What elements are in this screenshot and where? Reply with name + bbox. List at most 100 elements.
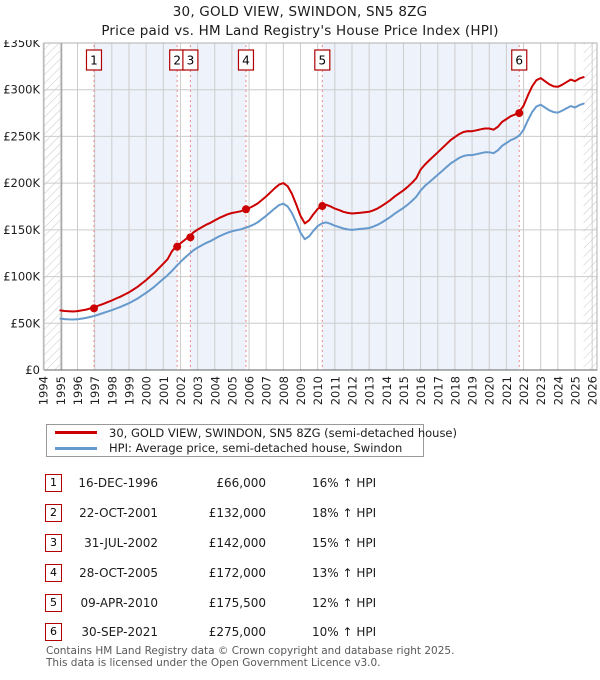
x-axis-year-label: 2016 [414, 376, 428, 405]
y-axis-tick-label: £350K [3, 40, 40, 50]
table-row: 2 22-OCT-2001 £132,000 18% ↑ HPI [0, 499, 600, 529]
sale-number-badge: 1 [45, 474, 62, 492]
y-axis-tick-label: £250K [3, 129, 40, 143]
sale-price: £132,000 [208, 505, 266, 520]
x-axis-year-label: 2017 [431, 376, 445, 405]
legend: 30, GOLD VIEW, SWINDON, SN5 8ZG (semi-de… [46, 424, 457, 457]
x-axis-year-label: 2005 [225, 376, 239, 405]
y-axis-tick-label: £150K [3, 223, 40, 237]
sale-price: £275,000 [208, 625, 266, 640]
sale-date: 09-APR-2010 [80, 595, 158, 610]
x-axis-year-label: 2023 [534, 376, 548, 405]
x-axis-year-label: 2020 [483, 376, 497, 405]
legend-line-swatch [55, 446, 97, 450]
sale-number-badge: 6 [45, 623, 62, 642]
x-axis-year-label: 1996 [71, 376, 85, 405]
sale-number-label: 4 [242, 54, 250, 68]
sale-number-box [511, 49, 528, 71]
sale-date: 16-DEC-1996 [78, 476, 158, 490]
sale-marker [515, 109, 524, 118]
x-axis-year-label: 2015 [397, 376, 411, 405]
price-chart: 1 2 3 4 5 6£0£50K£100K£150K£200K£250K£300K£35… [3, 40, 600, 405]
sale-hpi-change: 13% ↑ HPI [312, 565, 377, 580]
ownership-tint-band [93, 43, 178, 370]
x-axis-year-label: 1995 [54, 376, 68, 405]
y-axis-tick-label: £50K [11, 316, 41, 330]
legend-line-swatch [55, 431, 97, 435]
sale-marker [89, 304, 98, 313]
sale-marker [318, 202, 327, 211]
page-title: 30, GOLD VIEW, SWINDON, SN5 8ZG [172, 4, 428, 20]
x-axis-year-label: 1999 [122, 376, 136, 405]
x-axis-year-label: 2011 [328, 376, 342, 405]
x-axis-year-label: 2025 [569, 376, 583, 405]
sale-number-box [237, 49, 255, 71]
x-axis-year-label: 2000 [140, 376, 154, 405]
sale-marker [241, 205, 250, 214]
sale-number-badge: 5 [45, 593, 62, 612]
x-axis-year-label: 1998 [105, 376, 119, 405]
sale-price: £142,000 [208, 535, 266, 550]
sale-number-label: 6 [515, 54, 523, 68]
x-axis-year-label: 2009 [294, 376, 308, 405]
sale-number-label: 3 [187, 54, 195, 68]
table-row: 4 28-OCT-2005 £172,000 13% ↑ HPI [0, 559, 600, 589]
legend-item: HPI: Average price, semi-detached house,… [47, 441, 423, 456]
y-axis-tick-label: £300K [3, 83, 40, 97]
x-axis-year-label: 2008 [277, 376, 291, 405]
sale-hpi-change: 12% ↑ HPI [312, 595, 377, 610]
x-axis-year-label: 2022 [517, 376, 531, 405]
x-axis-year-label: 2024 [551, 376, 565, 405]
sale-number-label: 5 [318, 54, 326, 68]
sale-price: £172,000 [208, 565, 266, 580]
x-axis-year-label: 2007 [260, 376, 274, 405]
footer-line-2: This data is licensed under the Open Gov… [46, 656, 381, 669]
x-axis-year-label: 2019 [466, 376, 480, 405]
sale-number-box [314, 49, 331, 71]
table-row: 6 30-SEP-2021 £275,000 10% ↑ HPI [0, 618, 600, 648]
legend-item: 30, GOLD VIEW, SWINDON, SN5 8ZG (semi-de… [47, 425, 457, 440]
x-axis-year-label: 2003 [191, 376, 205, 405]
sale-marker [186, 233, 195, 242]
x-axis-year-label: 2004 [208, 376, 222, 405]
sale-number-box [85, 49, 103, 71]
x-axis-year-label: 1994 [37, 376, 51, 405]
table-row: 1 16-DEC-1996 £66,000 16% ↑ HPI [0, 469, 600, 499]
x-axis-year-label: 2012 [345, 376, 359, 405]
sale-hpi-change: 10% ↑ HPI [312, 625, 377, 640]
legend-label: 30, GOLD VIEW, SWINDON, SN5 8ZG (semi-de… [109, 425, 457, 440]
table-row: 5 09-APR-2010 £175,500 12% ↑ HPI [0, 589, 600, 619]
sale-number-label: 1 [90, 54, 98, 68]
sale-number-label: 2 [173, 54, 181, 68]
x-axis-year-label: 2021 [500, 376, 514, 405]
x-axis-year-label: 2006 [243, 376, 257, 405]
sale-hpi-change: 18% ↑ HPI [312, 505, 377, 520]
sale-hpi-change: 16% ↑ HPI [312, 476, 377, 490]
sale-price: £175,500 [208, 595, 266, 610]
footer-line-1: Contains HM Land Registry data © Crown c… [46, 645, 455, 657]
footer-copyright: Contains HM Land Registry data © Crown c… [46, 645, 455, 669]
x-axis-year-label: 2018 [448, 376, 462, 405]
y-axis-tick-label: £200K [3, 176, 40, 190]
sale-number-badge: 3 [45, 533, 62, 552]
y-axis-tick-label: £100K [3, 270, 40, 284]
table-row: 3 31-JUL-2002 £142,000 15% ↑ HPI [0, 529, 600, 559]
x-axis-year-label: 1997 [88, 376, 102, 405]
sale-hpi-change: 15% ↑ HPI [312, 535, 377, 550]
sale-date: 30-SEP-2021 [81, 625, 158, 640]
no-data-hatch-left [44, 43, 62, 370]
x-axis-year-label: 2001 [157, 376, 171, 405]
sale-marker [173, 242, 182, 251]
legend-label: HPI: Average price, semi-detached house,… [109, 441, 403, 456]
y-axis-tick-label: £0 [25, 363, 40, 377]
sale-date: 31-JUL-2002 [84, 535, 158, 550]
sale-date: 22-OCT-2001 [79, 505, 158, 520]
x-axis-year-label: 2002 [174, 376, 188, 405]
x-axis-year-label: 2013 [363, 376, 377, 405]
sale-price: £66,000 [216, 476, 266, 490]
hpi-line [59, 102, 585, 321]
sale-number-box [182, 49, 199, 71]
x-axis-year-label: 2026 [586, 376, 600, 405]
sale-number-badge: 4 [45, 563, 62, 582]
no-data-hatch-right [583, 43, 597, 370]
